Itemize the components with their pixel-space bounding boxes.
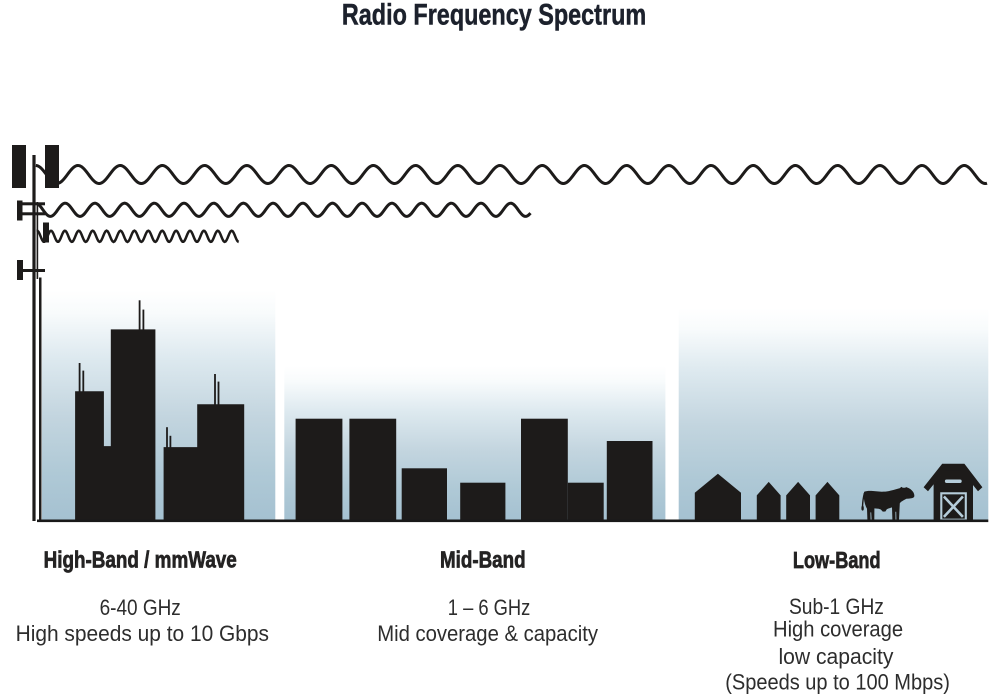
svg-text:1 – 6 GHz: 1 – 6 GHz — [448, 595, 531, 620]
svg-text:Low-Band: Low-Band — [793, 547, 881, 573]
svg-text:High-Band / mmWave: High-Band / mmWave — [44, 547, 237, 573]
svg-text:6-40 GHz: 6-40 GHz — [100, 595, 181, 620]
svg-text:Radio Frequency Spectrum: Radio Frequency Spectrum — [342, 0, 646, 32]
svg-text:low capacity: low capacity — [779, 644, 895, 669]
svg-text:High coverage: High coverage — [773, 617, 903, 642]
svg-text:Sub-1 GHz: Sub-1 GHz — [789, 594, 884, 619]
svg-text:Mid coverage & capacity: Mid coverage & capacity — [377, 621, 599, 646]
svg-text:(Speeds up to 100 Mbps): (Speeds up to 100 Mbps) — [725, 670, 950, 695]
svg-text:Mid-Band: Mid-Band — [440, 547, 526, 573]
svg-text:High speeds up to 10 Gbps: High speeds up to 10 Gbps — [16, 621, 269, 646]
